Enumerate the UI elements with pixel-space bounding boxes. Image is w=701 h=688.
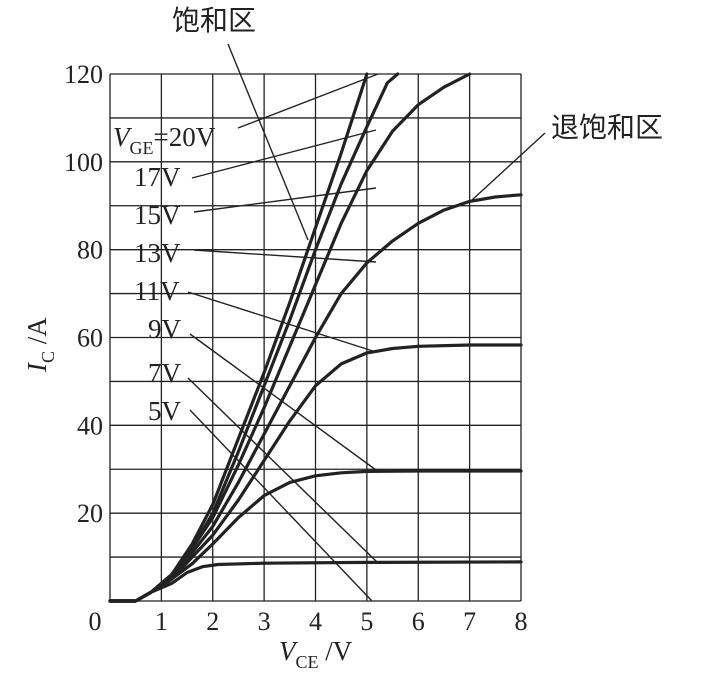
series-label-15v: 15V <box>134 200 181 230</box>
series-curve-7v <box>108 560 523 603</box>
y-axis-title: IC /A <box>22 317 58 373</box>
y-tick-label: 100 <box>64 148 103 177</box>
y-tick-label: 40 <box>77 411 103 440</box>
x-axis-title: VCE /V <box>279 636 353 672</box>
series-label-v-ge-20v: VGE=20V <box>113 122 216 158</box>
x-tick-label: 3 <box>258 607 271 636</box>
leader-line <box>227 43 309 241</box>
leader-line <box>187 377 379 564</box>
x-tick-label: 5 <box>360 607 373 636</box>
series-label-9v: 9V <box>148 314 182 344</box>
series-label-7v: 7V <box>148 358 182 388</box>
series-label-11v: 11V <box>134 276 180 306</box>
leader-line <box>187 291 377 353</box>
leader-line <box>193 249 377 263</box>
tick-labels: 0 1 2 3 4 5 6 7 8 20 40 60 80 100 120 <box>64 60 528 636</box>
leader-line <box>189 409 373 602</box>
leader-line <box>193 187 377 213</box>
leader-line <box>189 333 377 471</box>
x-tick-label: 4 <box>309 607 322 636</box>
leader-line <box>471 132 546 201</box>
y-tick-label: 20 <box>77 499 103 528</box>
x-tick-label: 7 <box>463 607 476 636</box>
series-curve-15v <box>108 72 472 603</box>
curves <box>108 72 523 603</box>
series-label-17v: 17V <box>134 162 181 192</box>
series-labels: VGE=20V 17V 15V 13V 11V 9V 7V 5V <box>113 122 216 426</box>
x-tick-label: 6 <box>412 607 425 636</box>
y-tick-label: 60 <box>77 324 103 353</box>
x-tick-label: 2 <box>206 607 219 636</box>
x-tick-label: 0 <box>89 607 102 636</box>
series-label-13v: 13V <box>134 238 181 268</box>
y-tick-label: 120 <box>64 60 103 89</box>
series-label-5v: 5V <box>148 396 182 426</box>
x-tick-label: 1 <box>155 607 168 636</box>
leader-lines <box>187 43 546 602</box>
saturation-region-label: 饱和区 <box>172 4 256 37</box>
y-tick-label: 80 <box>77 236 103 265</box>
leader-line <box>191 129 377 179</box>
x-tick-label: 8 <box>515 607 528 636</box>
desaturation-region-label: 退饱和区 <box>551 111 663 144</box>
leader-line <box>237 73 379 129</box>
